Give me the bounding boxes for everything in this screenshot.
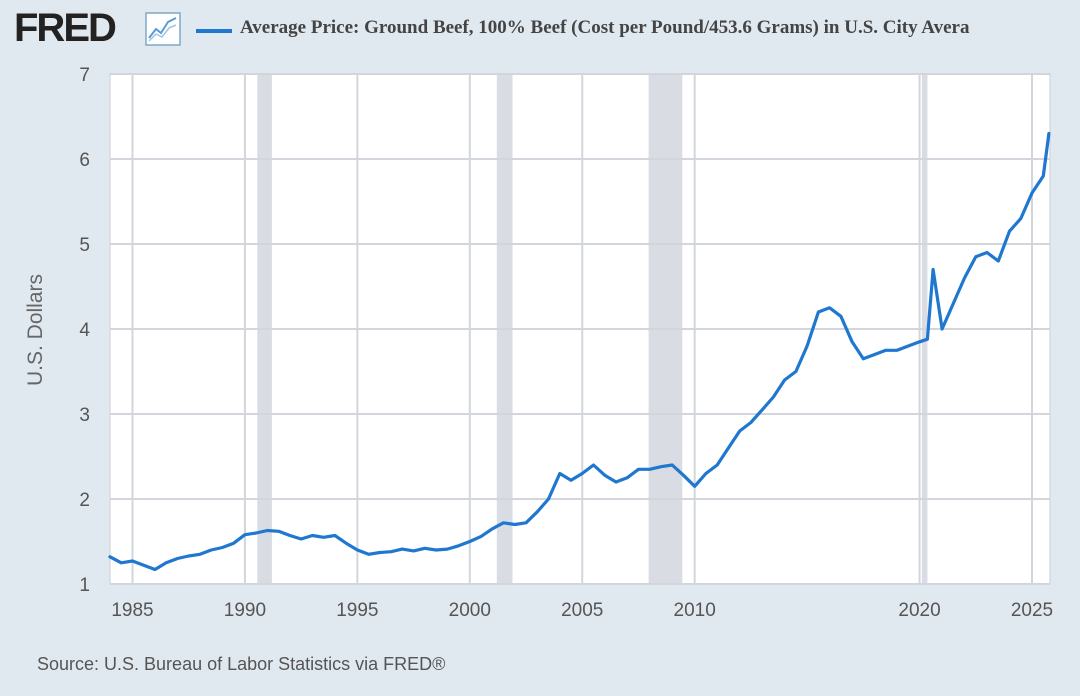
x-tick-label-1995: 1995 bbox=[336, 600, 378, 621]
x-tick-label-2020: 2020 bbox=[898, 600, 940, 621]
source-note: Source: U.S. Bureau of Labor Statistics … bbox=[37, 654, 446, 674]
y-tick-label-1: 1 bbox=[79, 575, 90, 596]
legend-swatch bbox=[196, 29, 232, 33]
x-tick-label-1985: 1985 bbox=[111, 600, 153, 621]
x-tick-label-1990: 1990 bbox=[224, 600, 266, 621]
x-tick-label-2010: 2010 bbox=[674, 600, 716, 621]
y-axis-label: U.S. Dollars bbox=[24, 274, 47, 386]
x-axis-ticks: 1985 1990 1995 2000 2005 2010 2020 2025 bbox=[111, 600, 1053, 621]
x-tick-label-2005: 2005 bbox=[561, 600, 603, 621]
y-axis-ticks: 1 2 3 4 5 6 7 bbox=[79, 65, 90, 596]
y-tick-label-3: 3 bbox=[79, 405, 90, 426]
y-tick-label-6: 6 bbox=[79, 150, 90, 171]
y-tick-label-2: 2 bbox=[79, 490, 90, 511]
legend-label: Average Price: Ground Beef, 100% Beef (C… bbox=[240, 17, 970, 38]
gridlines bbox=[110, 73, 1050, 585]
series-line-ground-beef bbox=[108, 131, 1051, 572]
x-tick-label-2000: 2000 bbox=[449, 600, 491, 621]
y-tick-label-5: 5 bbox=[79, 235, 90, 256]
y-tick-label-7: 7 bbox=[79, 65, 90, 86]
x-tick-label-2025: 2025 bbox=[1011, 600, 1053, 621]
line-chart: 1 2 3 4 5 6 7 1985 1990 1995 2000 2005 2010 2020 2025… bbox=[24, 65, 1053, 621]
chart-header: FRED Average Price: Ground Beef, 100% Be… bbox=[0, 0, 1080, 60]
y-tick-label-4: 4 bbox=[79, 320, 90, 341]
fred-logo[interactable]: FRED bbox=[14, 6, 117, 50]
line-chart-icon bbox=[145, 12, 181, 46]
